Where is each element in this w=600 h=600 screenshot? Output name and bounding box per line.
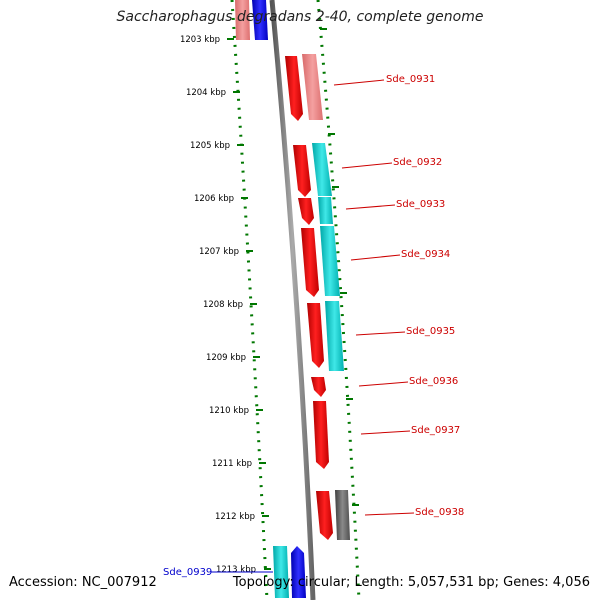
kbp-tick: 1209 kbp: [206, 353, 260, 363]
kbp-tick: 1206 kbp: [194, 194, 248, 204]
gene-arrow-sde-0938[interactable]: [316, 491, 333, 540]
kbp-label: 1211 kbp: [212, 459, 252, 469]
gene-arrow-sde-0939[interactable]: [291, 546, 306, 598]
gene-arrow-sde-0939-cyan[interactable]: [273, 546, 289, 598]
kbp-tick: 1204 kbp: [186, 88, 240, 98]
genome-summary-text: Topology: circular; Length: 5,057,531 bp…: [232, 575, 590, 590]
gene-arrow-sde-0932[interactable]: [293, 145, 311, 197]
gene-label-sde-0939[interactable]: Sde_0939: [163, 567, 212, 578]
gene-arrow-sde-0936[interactable]: [311, 377, 326, 397]
kbp-label: 1213 kbp: [216, 565, 256, 575]
gene-arrow-sde-0934[interactable]: [301, 228, 319, 297]
gene-label-sde-0931[interactable]: Sde_0931: [386, 74, 435, 85]
kbp-scale: 1203 kbp 1204 kbp 1205 kbp 1206 kbp 1207…: [180, 35, 271, 575]
kbp-label: 1205 kbp: [190, 141, 230, 151]
gene-arrow-top-pink[interactable]: [235, 0, 250, 40]
kbp-tick: 1210 kbp: [209, 406, 263, 416]
gene-arrow-sde-0931-complement[interactable]: [302, 54, 323, 120]
kbp-label: 1208 kbp: [203, 300, 243, 310]
gene-label-sde-0934[interactable]: Sde_0934: [401, 249, 450, 260]
gene-arrow-sde-0931[interactable]: [285, 56, 303, 121]
gene-arrow-sde-0935-complement[interactable]: [325, 301, 344, 371]
accession-text: Accession: NC_007912: [9, 575, 157, 590]
gene-label-sde-0938[interactable]: Sde_0938: [415, 507, 464, 518]
kbp-tick: 1207 kbp: [199, 247, 253, 257]
gene-label-sde-0935[interactable]: Sde_0935: [406, 326, 455, 337]
kbp-tick: 1205 kbp: [190, 141, 244, 151]
kbp-label: 1206 kbp: [194, 194, 234, 204]
outer-ticks: [320, 28, 359, 506]
kbp-label: 1210 kbp: [209, 406, 249, 416]
gene-arrow-sde-0934-complement[interactable]: [320, 226, 340, 296]
kbp-label: 1203 kbp: [180, 35, 220, 45]
gene-arrow-sde-0933[interactable]: [298, 198, 314, 225]
kbp-label: 1209 kbp: [206, 353, 246, 363]
kbp-tick: 1203 kbp: [180, 35, 234, 45]
kbp-tick: 1212 kbp: [215, 512, 269, 522]
kbp-tick: 1213 kbp: [216, 565, 271, 575]
kbp-label: 1207 kbp: [199, 247, 239, 257]
page-title: Saccharophagus degradans 2-40, complete …: [116, 9, 484, 25]
gene-label-sde-0933[interactable]: Sde_0933: [396, 199, 445, 210]
gene-label-sde-0936[interactable]: Sde_0936: [409, 376, 458, 387]
kbp-label: 1204 kbp: [186, 88, 226, 98]
genome-backbone: [269, 0, 316, 600]
kbp-tick: 1208 kbp: [203, 300, 257, 310]
kbp-tick: 1211 kbp: [212, 459, 266, 469]
gene-arrow-sde-0937[interactable]: [313, 401, 329, 469]
gene-arrow-sde-0933-complement[interactable]: [318, 197, 333, 224]
gene-label-sde-0932[interactable]: Sde_0932: [393, 157, 442, 168]
gene-arrow-sde-0935[interactable]: [307, 303, 324, 368]
gene-label-sde-0937[interactable]: Sde_0937: [411, 425, 460, 436]
gene-arrow-sde-0938-hypothetical[interactable]: [335, 490, 350, 540]
gene-arrow-top-blue[interactable]: [252, 0, 268, 40]
gene-arrow-sde-0932-complement[interactable]: [312, 143, 332, 196]
leader-lines: [211, 79, 415, 573]
kbp-label: 1212 kbp: [215, 512, 255, 522]
